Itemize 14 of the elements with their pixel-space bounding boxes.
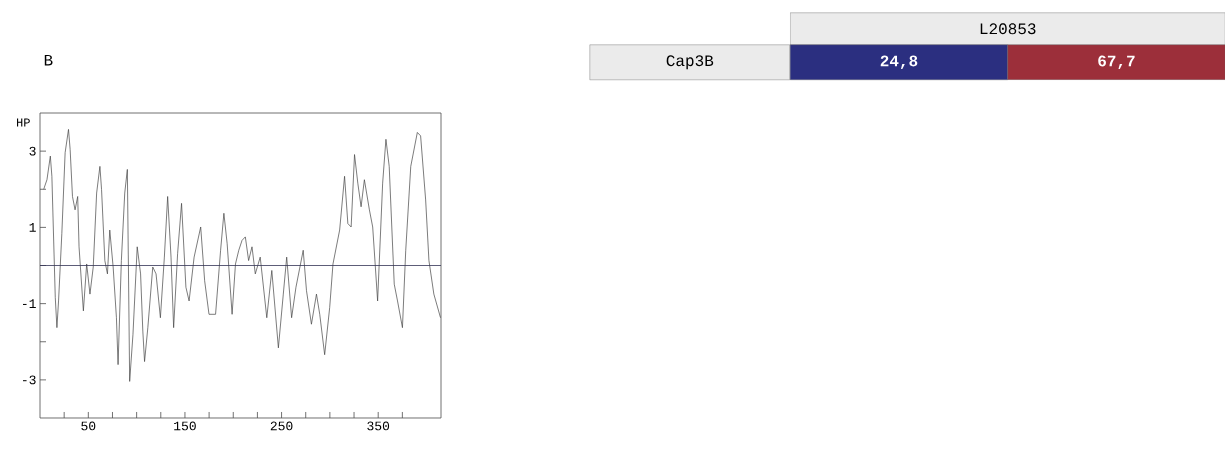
category-label: 24,8 — [880, 55, 918, 70]
y-axis-title: HP — [17, 118, 30, 127]
text: L20853 — [980, 23, 1036, 35]
y-tick-label: 3 — [29, 146, 36, 156]
text: Cap3B — [666, 55, 714, 70]
y-tick-label: 1 — [29, 223, 36, 232]
y-tick-label: -1 — [22, 299, 36, 308]
category-label: 67,7 — [1098, 55, 1135, 70]
x-tick-label: 250 — [270, 421, 293, 431]
x-tick-label: 150 — [174, 421, 196, 431]
chart-title: B — [44, 54, 53, 66]
y-tick-label: -3 — [22, 375, 36, 385]
x-tick-label: 50 — [81, 421, 96, 431]
x-tick-label: 350 — [367, 421, 390, 431]
